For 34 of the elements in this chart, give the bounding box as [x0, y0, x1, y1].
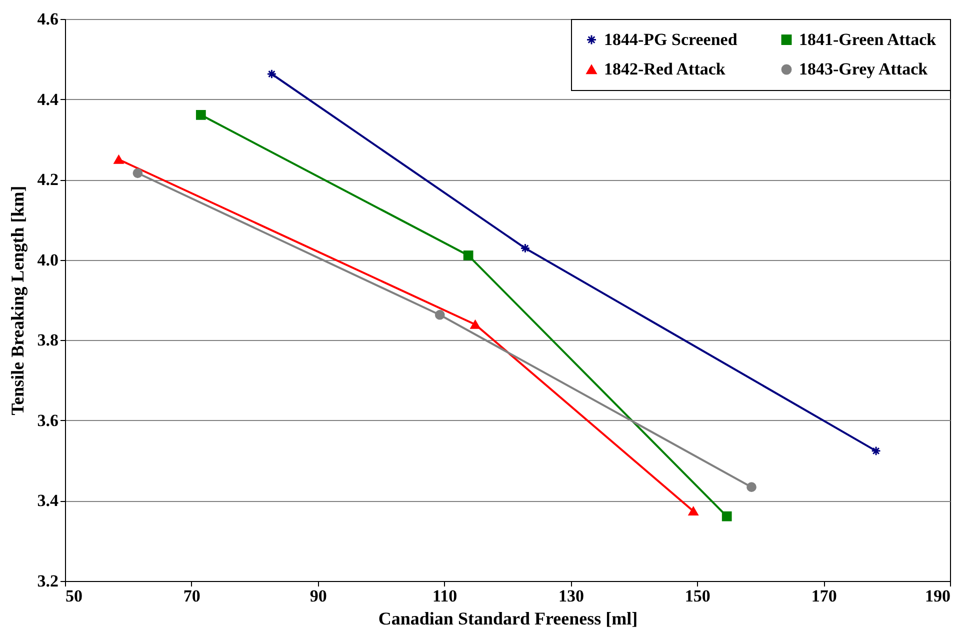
- point: [520, 243, 530, 254]
- point: [434, 310, 445, 320]
- x-axis-title: Canadian Standard Freeness [ml]: [378, 608, 638, 628]
- x-tick-label: 150: [684, 586, 710, 606]
- y-tick-label: 4.2: [37, 170, 58, 190]
- y-tick-label: 4.0: [37, 250, 58, 270]
- point: [463, 250, 474, 260]
- legend-label: 1842-Red Attack: [604, 60, 726, 78]
- x-tick-label: 170: [811, 586, 837, 606]
- y-tick-label: 3.4: [37, 491, 59, 510]
- point: [266, 69, 277, 79]
- y-tick-label: 4.6: [37, 10, 58, 28]
- x-tick-label: 130: [558, 586, 584, 606]
- x-tick-label: 70: [183, 586, 200, 606]
- x-tick-label: 190: [925, 586, 950, 606]
- y-tick-label: 3.8: [37, 330, 58, 350]
- y-axis-title: Tensile Breaking Length [km]: [7, 186, 28, 416]
- x-tick-label: 50: [66, 586, 82, 606]
- x-tick-label: 110: [432, 586, 458, 606]
- point: [196, 110, 206, 120]
- legend-label: 1844-PG Screened: [604, 30, 738, 49]
- y-tick-label: 3.6: [37, 410, 58, 430]
- point: [746, 482, 756, 492]
- point: [132, 168, 143, 178]
- point: [871, 446, 881, 456]
- y-tick-label: 3.2: [37, 572, 58, 590]
- legend-label: 1843-Grey Attack: [799, 60, 928, 78]
- legend-label: 1841-Green Attack: [799, 30, 937, 49]
- point: [688, 506, 698, 516]
- point: [470, 320, 480, 329]
- y-tick-label: 4.4: [37, 90, 59, 109]
- point: [114, 155, 124, 164]
- x-tick-label: 90: [310, 586, 327, 606]
- point: [722, 511, 732, 522]
